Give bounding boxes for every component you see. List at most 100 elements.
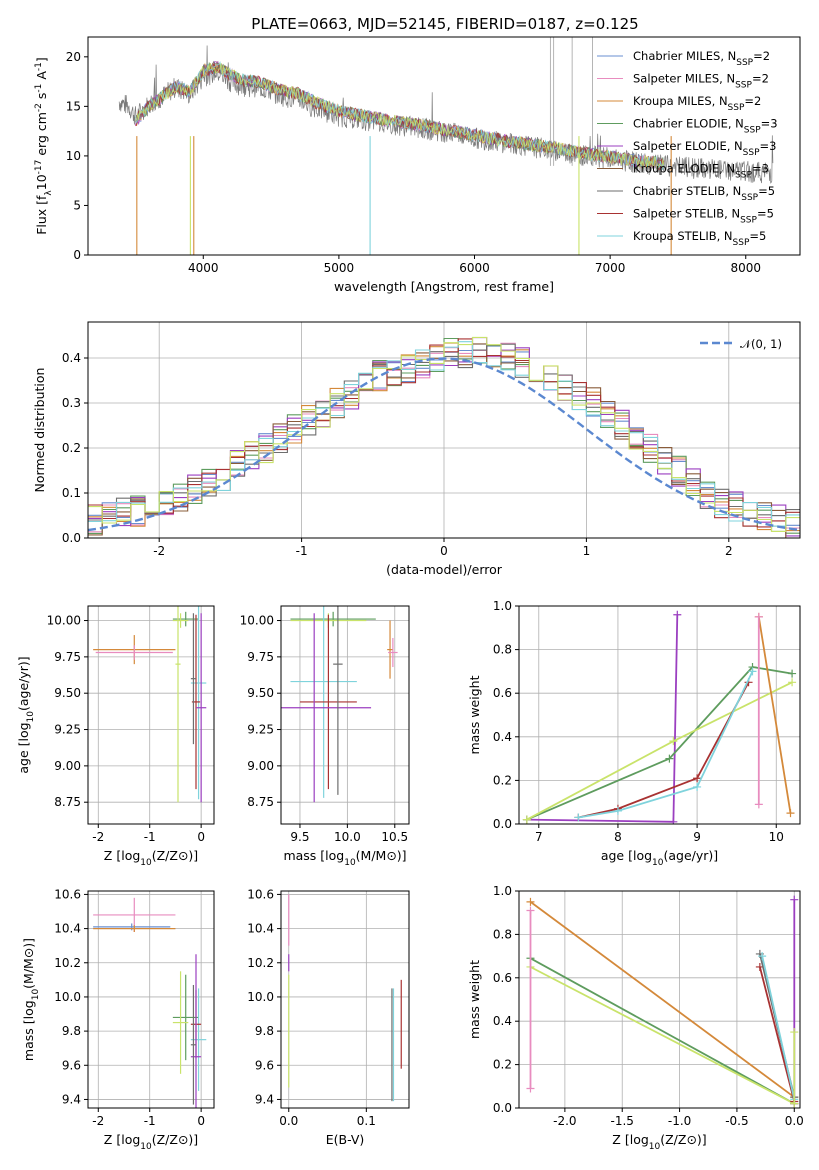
mass-weight-vs-age-ytick-label: 0.0 — [493, 817, 512, 831]
mass-weight-vs-z-ytick-label: 0.0 — [493, 1101, 512, 1115]
age-vs-mass-xtick-label: 9.5 — [290, 830, 309, 844]
mass-weight-vs-age-marker — [669, 737, 678, 746]
age-vs-z-frame — [87, 605, 215, 825]
mass-weight-vs-z-xtick-label: -2.0 — [553, 1114, 576, 1128]
age-vs-mass-xtick-label: 10.0 — [334, 830, 361, 844]
age-vs-mass-ytick-label: 9.50 — [247, 686, 274, 700]
mass-vs-ebv-ytick-label: 9.8 — [255, 1024, 274, 1038]
age-vs-z-ytick-label: 9.50 — [54, 686, 81, 700]
mass-vs-ebv-plot-area — [288, 894, 402, 1102]
mass-vs-ebv-frame — [280, 890, 410, 1109]
spectrum-ylabel: Flux [fλ10-17 erg cm-2 s-1 A-1] — [34, 57, 54, 235]
spectrum-ytick-label: 10 — [66, 149, 81, 163]
age-vs-z-panel: -2 -1 0 8.75 9.00 9.25 9.50 9.75 10.00 Z [log10(Z… — [16, 605, 215, 868]
mass-weight-vs-age-series-line — [578, 671, 754, 819]
mass-vs-z-frame — [87, 890, 215, 1109]
age-vs-mass-ytick-label: 10.00 — [240, 614, 274, 628]
mass-weight-vs-z-marker — [790, 1028, 799, 1037]
spectrum-frame — [87, 36, 801, 256]
residual-histogram-xlabel: (data-model)/error — [386, 562, 503, 577]
mass-weight-vs-age-marker — [788, 678, 797, 687]
age-vs-z-xtick-label: -2 — [92, 830, 104, 844]
mass-vs-z-ytick-label: 10.6 — [54, 887, 81, 901]
mass-weight-vs-z-ytick-label: 0.6 — [493, 971, 512, 985]
mass-weight-vs-z-plot-area — [526, 895, 799, 1108]
residual-histogram-plot-area — [88, 336, 800, 538]
mass-weight-vs-z-marker — [526, 1084, 535, 1093]
age-vs-z-xtick-label: 0 — [197, 830, 205, 844]
age-vs-z-ytick-label: 8.75 — [54, 795, 81, 809]
mass-weight-vs-age-ytick-label: 0.2 — [493, 773, 512, 787]
mass-weight-vs-age-xtick-label: 9 — [693, 830, 701, 844]
mass-vs-z-ytick-label: 10.0 — [54, 990, 81, 1004]
mass-weight-vs-age-marker — [522, 815, 531, 824]
mass-weight-vs-age-ytick-label: 0.6 — [493, 686, 512, 700]
mass-weight-vs-age-plot-area — [522, 610, 797, 824]
mass-vs-ebv-ytick-label: 10.4 — [247, 922, 274, 936]
mass-weight-vs-z-ytick-label: 0.4 — [493, 1014, 512, 1028]
age-vs-z-plot-area — [93, 606, 207, 803]
mass-weight-vs-z-xtick-label: -1.5 — [611, 1114, 634, 1128]
mass-weight-vs-z-ytick-label: 0.8 — [493, 927, 512, 941]
mass-vs-ebv-ytick-label: 10.6 — [247, 887, 274, 901]
age-vs-z-ytick-label: 9.25 — [54, 723, 81, 737]
mass-vs-z-plot-area — [93, 897, 207, 1108]
spectrum-legend-label: Kroupa ELODIE, NSSP=3 — [633, 162, 769, 181]
age-vs-mass-ytick-label: 9.25 — [247, 723, 274, 737]
spectrum-xtick-label: 6000 — [459, 261, 490, 275]
spectrum-model-line — [135, 61, 665, 170]
mass-weight-vs-z-xtick-label: -1.0 — [668, 1114, 691, 1128]
mass-weight-vs-z-marker — [790, 895, 799, 904]
mass-weight-vs-z-ylabel: mass weight — [467, 960, 482, 1039]
mass-weight-vs-z-marker — [758, 952, 767, 961]
residual-histogram-ytick-label: 0.1 — [62, 486, 81, 500]
spectrum-legend-label: Chabrier ELODIE, NSSP=3 — [633, 117, 778, 136]
mass-weight-vs-z-xtick-label: -0.5 — [725, 1114, 748, 1128]
residual-histogram-xtick-label: -2 — [153, 544, 165, 558]
histogram-step-line — [88, 336, 800, 532]
age-vs-z-xtick-label: -1 — [144, 830, 156, 844]
mass-weight-vs-age-marker — [786, 809, 795, 818]
mass-weight-vs-age-marker — [665, 754, 674, 763]
age-vs-mass-xlabel: mass [log10(M/M⊙)] — [283, 848, 406, 868]
mass-vs-z-ylabel: mass [log10(M/M⊙)] — [21, 938, 41, 1061]
age-vs-mass-frame — [280, 605, 410, 825]
mass-weight-vs-age-ytick-label: 0.8 — [493, 643, 512, 657]
mass-vs-ebv-ytick-label: 10.0 — [247, 990, 274, 1004]
age-vs-mass-plot-area — [281, 606, 398, 803]
spectrum-xtick-label: 8000 — [730, 261, 761, 275]
normal-curve-line — [88, 357, 800, 532]
age-vs-mass-xtick-label: 10.5 — [381, 830, 408, 844]
age-vs-mass-panel: 9.5 10.0 10.5 8.75 9.00 9.25 9.50 9.75 10.00 mass… — [240, 605, 410, 868]
age-vs-z-ytick-label: 10.00 — [47, 614, 81, 628]
mass-weight-vs-age-series-line — [526, 614, 679, 823]
residual-histogram-xtick-label: 0 — [440, 544, 448, 558]
mass-vs-ebv-xlabel: E(B-V) — [326, 1132, 365, 1147]
mass-weight-vs-age-marker — [754, 612, 763, 621]
mass-vs-z-xtick-label: -2 — [92, 1114, 104, 1128]
spectrum-legend-label: Kroupa STELIB, NSSP=5 — [633, 229, 766, 248]
histogram-legend-label: 𝒩(0, 1) — [740, 337, 782, 351]
mass-weight-vs-z-series-line — [530, 957, 795, 1105]
mass-vs-z-ytick-label: 9.6 — [62, 1058, 81, 1072]
residual-histogram-panel: -2 -1 0 1 2 0.0 0.1 0.2 0.3 0.4 (data-model)/error… — [32, 321, 801, 577]
mass-vs-ebv-xtick-label: 0.1 — [357, 1114, 376, 1128]
mass-vs-z-xtick-label: -1 — [144, 1114, 156, 1128]
mass-weight-vs-z-xlabel: Z [log10(Z/Z⊙)] — [612, 1132, 706, 1152]
mass-weight-vs-age-series-line — [578, 681, 750, 819]
spectrum-legend-label: Kroupa MILES, NSSP=2 — [633, 94, 761, 113]
residual-histogram-xtick-label: 1 — [583, 544, 591, 558]
spectrum-panel: 4000 5000 6000 7000 8000 0 5 10 15 20 wavelength [… — [34, 36, 801, 294]
age-vs-mass-ytick-label: 8.75 — [247, 795, 274, 809]
mass-weight-vs-z-frame — [518, 890, 801, 1109]
mass-weight-vs-z-marker — [790, 1099, 799, 1108]
residual-histogram-ytick-label: 0.3 — [62, 396, 81, 410]
mass-weight-vs-age-xlabel: age [log10(age/yr)] — [601, 848, 718, 868]
mass-weight-vs-age-marker — [693, 774, 702, 783]
mass-weight-vs-age-marker — [574, 813, 583, 822]
age-vs-z-ylabel: age [log10(age/yr)] — [16, 656, 36, 773]
spectrum-ytick-label: 0 — [73, 248, 81, 262]
mass-weight-vs-age-series-line — [757, 616, 792, 814]
mass-weight-vs-z-series-line — [530, 966, 795, 1105]
mass-vs-ebv-ytick-label: 10.2 — [247, 956, 274, 970]
